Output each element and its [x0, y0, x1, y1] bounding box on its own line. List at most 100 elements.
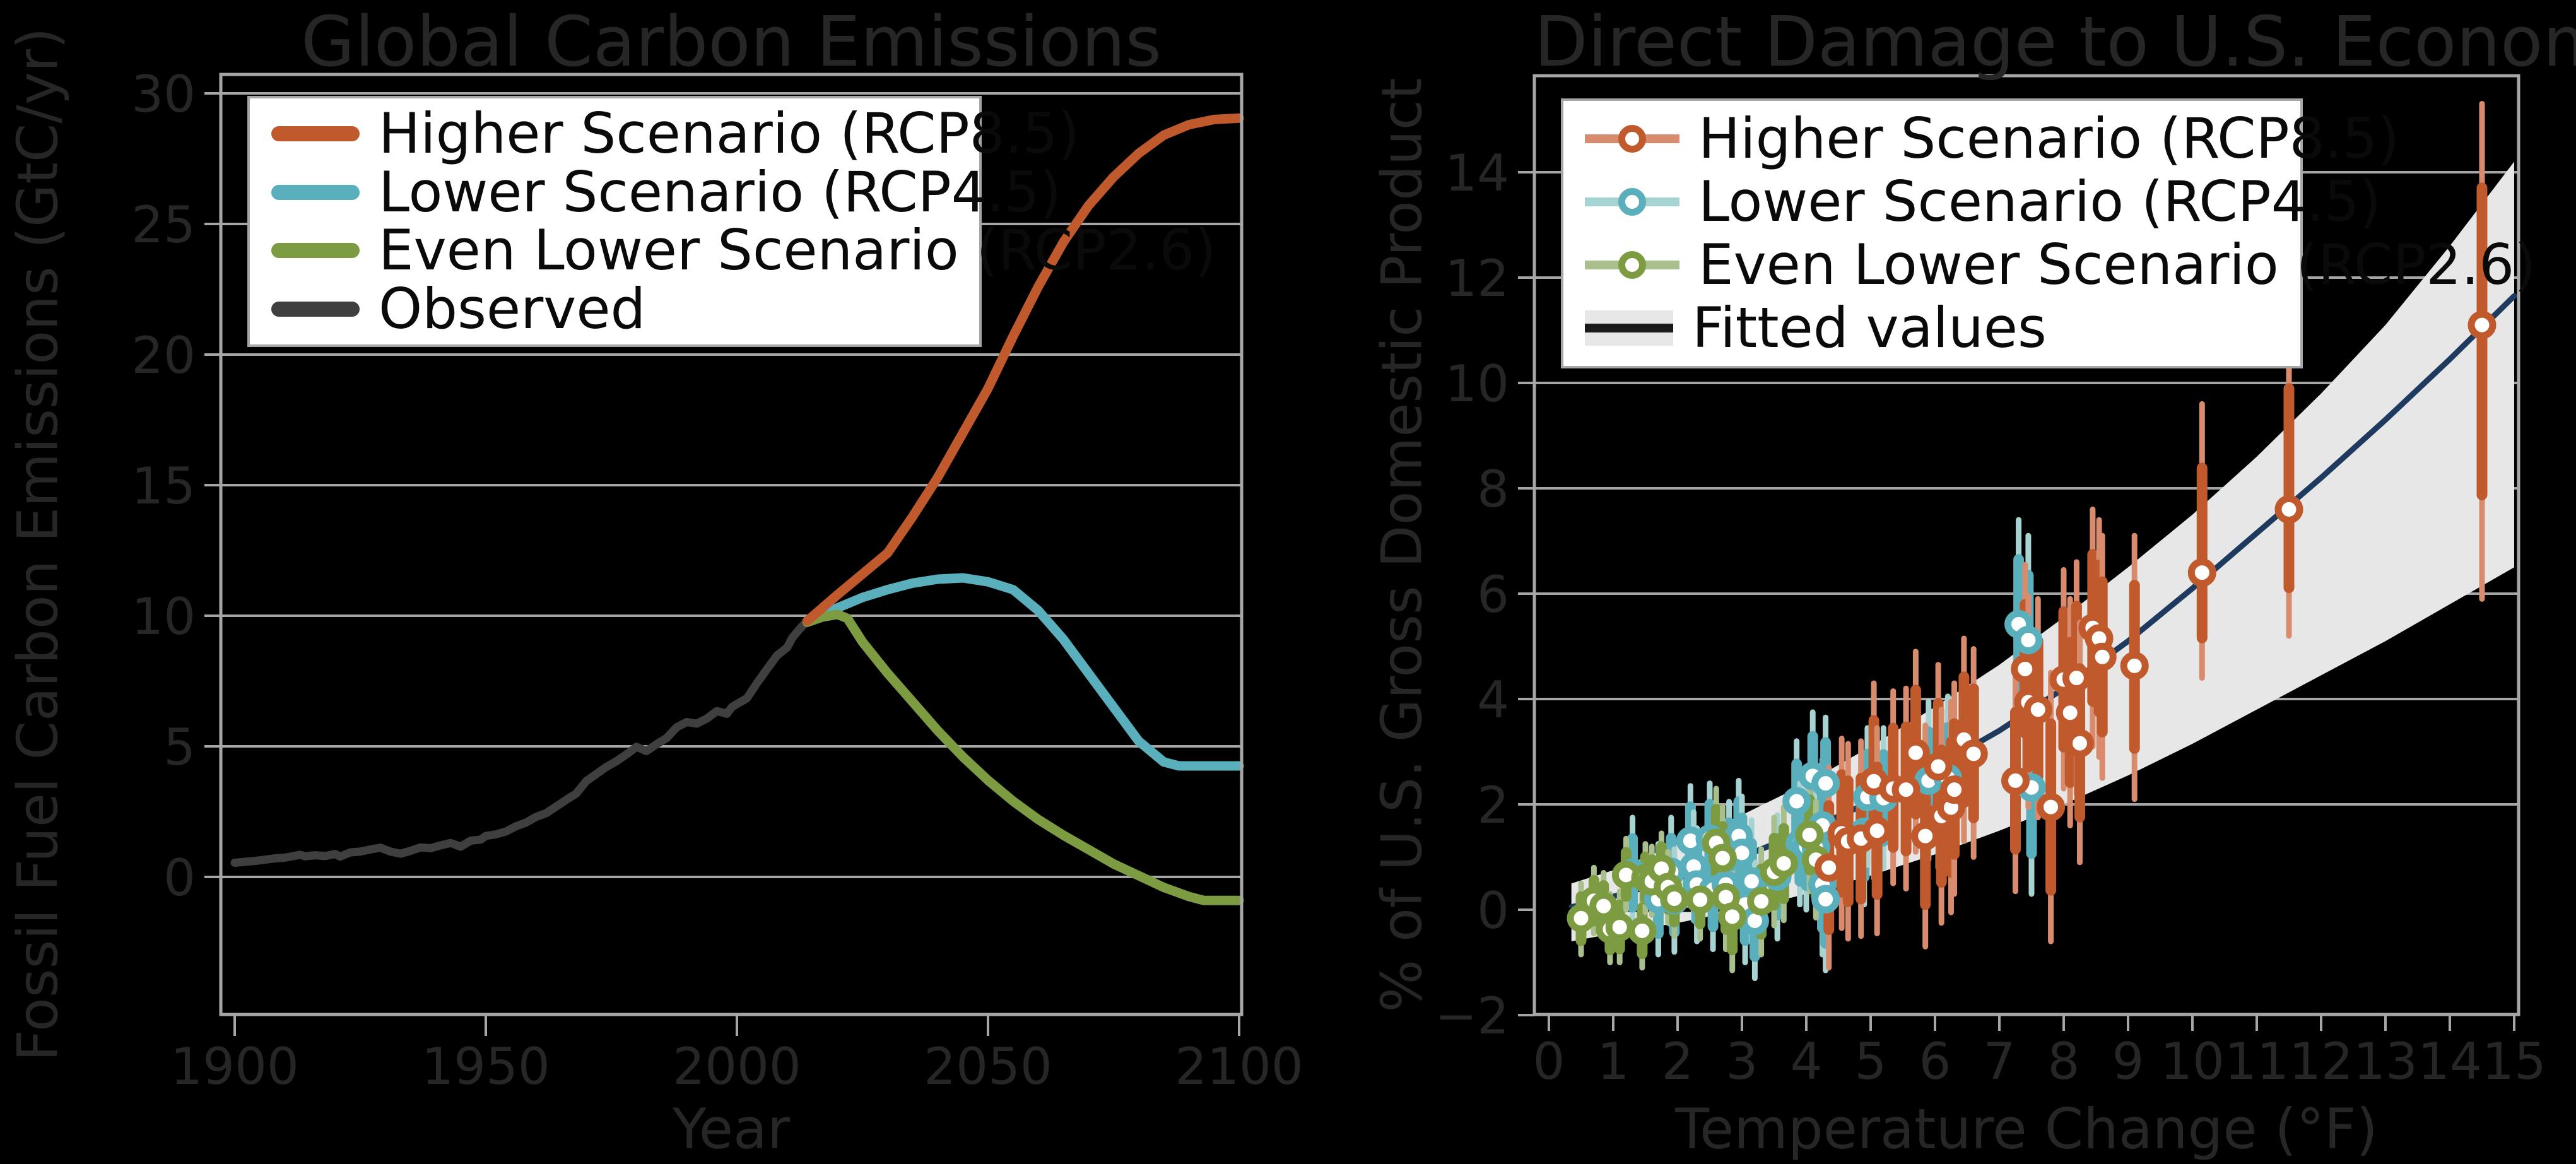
right-x-axis-label: Temperature Change (°F)	[1675, 1096, 2378, 1161]
y-tick-label: 30	[131, 65, 196, 124]
even-lower-scenario-rcp2-6--point	[1718, 902, 1747, 931]
legend-marker-swatch	[1585, 185, 1679, 218]
higher-scenario-rcp8-5--point	[2120, 651, 2149, 680]
even-lower-scenario-rcp2-6--point	[1628, 916, 1657, 945]
legend-marker-ring	[1618, 125, 1646, 153]
left-chart-title: Global Carbon Emissions	[301, 1, 1162, 82]
x-tick-label: 0	[1533, 1032, 1565, 1091]
legend-item-fitted-values: Fitted values	[1585, 300, 2288, 356]
legend-band-swatch	[1585, 310, 1673, 346]
legend-item-label: Higher Scenario (RCP8.5)	[1698, 106, 2399, 171]
lower-scenario-rcp4-5--line	[802, 573, 1244, 771]
y-tick-label: 5	[163, 718, 196, 777]
higher-scenario-rcp8-5--point	[2187, 558, 2216, 587]
legend-line-swatch	[271, 184, 360, 200]
x-tick-label: 11	[2225, 1032, 2289, 1091]
legend-item-higher-scenario-rcp8-5-: Higher Scenario (RCP8.5)	[271, 106, 1079, 162]
y-tick-label: 25	[131, 196, 196, 254]
x-tick-label: 1900	[170, 1037, 299, 1096]
left-chart-legend: Higher Scenario (RCP8.5) Lower Scenario (…	[247, 96, 1216, 347]
y-tick-label: −2	[1435, 987, 1509, 1045]
legend-item-label: Even Lower Scenario (RCP2.6)	[1698, 232, 2536, 297]
x-tick-label: 15	[2482, 1032, 2546, 1091]
x-tick-label: 7	[1984, 1032, 2016, 1091]
lower-scenario-rcp4-5--point	[2014, 625, 2043, 654]
y-tick-label: 20	[131, 326, 196, 385]
higher-scenario-rcp8-5--point	[1940, 775, 1969, 804]
y-tick-label: 10	[131, 587, 196, 646]
higher-scenario-rcp8-5--point	[2001, 766, 2030, 795]
right-y-axis-label: % of U.S. Gross Domestic Product	[1369, 78, 1435, 1013]
higher-scenario-rcp8-5--line	[802, 113, 1244, 626]
higher-scenario-rcp8-5--point	[1911, 821, 1940, 850]
legend-marker-ring	[1618, 188, 1646, 216]
legend-marker-ring	[1618, 251, 1646, 279]
x-tick-label: 10	[2160, 1032, 2225, 1091]
x-tick-label: 8	[2048, 1032, 2080, 1091]
left-x-axis-label: Year	[672, 1096, 791, 1161]
x-tick-label: 1	[1597, 1032, 1630, 1091]
lower-scenario-rcp4-5--point	[1811, 885, 1840, 914]
higher-scenario-rcp8-5--point	[1901, 738, 1930, 767]
even-lower-scenario-rcp2-6--point	[1747, 887, 1776, 916]
plot-frame	[1532, 74, 2520, 1016]
even-lower-scenario-rcp2-6--point	[1589, 891, 1618, 920]
even-lower-scenario-rcp2-6--point	[1769, 849, 1798, 878]
legend-marker-swatch	[1585, 249, 1679, 281]
y-tick-label: 2	[1477, 776, 1509, 835]
left-y-axis-label: Fossil Fuel Carbon Emissions (GtC/yr)	[5, 27, 71, 1062]
higher-scenario-rcp8-5--point	[1891, 775, 1920, 804]
higher-scenario-rcp8-5--point	[2274, 495, 2303, 524]
legend-item-label: Lower Scenario (RCP4.5)	[379, 159, 1061, 225]
y-tick-label: 6	[1477, 565, 1509, 624]
legend-line-swatch	[271, 301, 360, 317]
legend-item-label: Higher Scenario (RCP8.5)	[379, 101, 1079, 167]
y-tick-label: 0	[163, 849, 196, 907]
legend-item-label: Even Lower Scenario (RCP2.6)	[379, 218, 1216, 283]
plot-frame	[219, 73, 1244, 1016]
legend-marker-swatch	[1585, 122, 1679, 155]
y-tick-label: 10	[1445, 355, 1509, 413]
x-tick-label: 13	[2353, 1032, 2418, 1091]
y-tick-label: 15	[131, 457, 196, 515]
higher-scenario-rcp8-5--point	[1814, 853, 1844, 882]
legend-item-observed: Observed	[271, 281, 967, 337]
right-chart-title: Direct Damage to U.S. Economy	[1534, 1, 2576, 82]
even-lower-scenario-rcp2-6--point	[1795, 820, 1824, 849]
legend-item-even-lower-scenario-rcp2-6-: Even Lower Scenario (RCP2.6)	[271, 223, 1216, 278]
legend-item-label: Fitted values	[1692, 295, 2047, 360]
legend-line-swatch	[271, 243, 360, 259]
x-tick-label: 9	[2112, 1032, 2144, 1091]
x-tick-label: 4	[1791, 1032, 1823, 1091]
legend-item-lower-scenario-rcp4-5-: Lower Scenario (RCP4.5)	[271, 164, 1061, 220]
y-tick-label: 12	[1445, 249, 1509, 308]
x-tick-label: 2100	[1175, 1037, 1303, 1096]
x-tick-label: 14	[2418, 1032, 2482, 1091]
x-tick-label: 2	[1662, 1032, 1694, 1091]
even-lower-scenario-rcp2-6--point	[1708, 844, 1737, 873]
higher-scenario-rcp8-5--point	[2062, 664, 2091, 693]
legend-item-lower-scenario-rcp4-5-: Lower Scenario (RCP4.5)	[1585, 174, 2381, 230]
x-tick-label: 5	[1855, 1032, 1887, 1091]
higher-scenario-rcp8-5--point	[2023, 695, 2052, 724]
legend-item-label: Observed	[379, 276, 646, 341]
legend-item-label: Lower Scenario (RCP4.5)	[1698, 169, 2381, 234]
y-tick-label: 0	[1477, 881, 1509, 940]
right-chart-legend: Higher Scenario (RCP8.5) Lower Scenario (…	[1561, 98, 2536, 368]
legend-item-higher-scenario-rcp8-5-: Higher Scenario (RCP8.5)	[1585, 111, 2399, 167]
higher-scenario-rcp8-5--point	[2037, 792, 2066, 821]
x-tick-label: 2000	[673, 1037, 801, 1096]
x-tick-label: 3	[1726, 1032, 1758, 1091]
legend-line-swatch	[271, 126, 360, 142]
lower-scenario-rcp4-5--point	[1782, 787, 1811, 816]
legend-fitted-line	[1585, 324, 1673, 332]
x-tick-label: 2050	[924, 1037, 1052, 1096]
even-lower-scenario-rcp2-6--point	[1605, 913, 1634, 942]
even-lower-scenario-rcp2-6--line	[802, 609, 1244, 905]
higher-scenario-rcp8-5--point	[2066, 729, 2094, 758]
lower-scenario-rcp4-5--point	[1811, 769, 1840, 798]
x-tick-label: 1950	[421, 1037, 550, 1096]
y-tick-label: 14	[1445, 144, 1509, 203]
